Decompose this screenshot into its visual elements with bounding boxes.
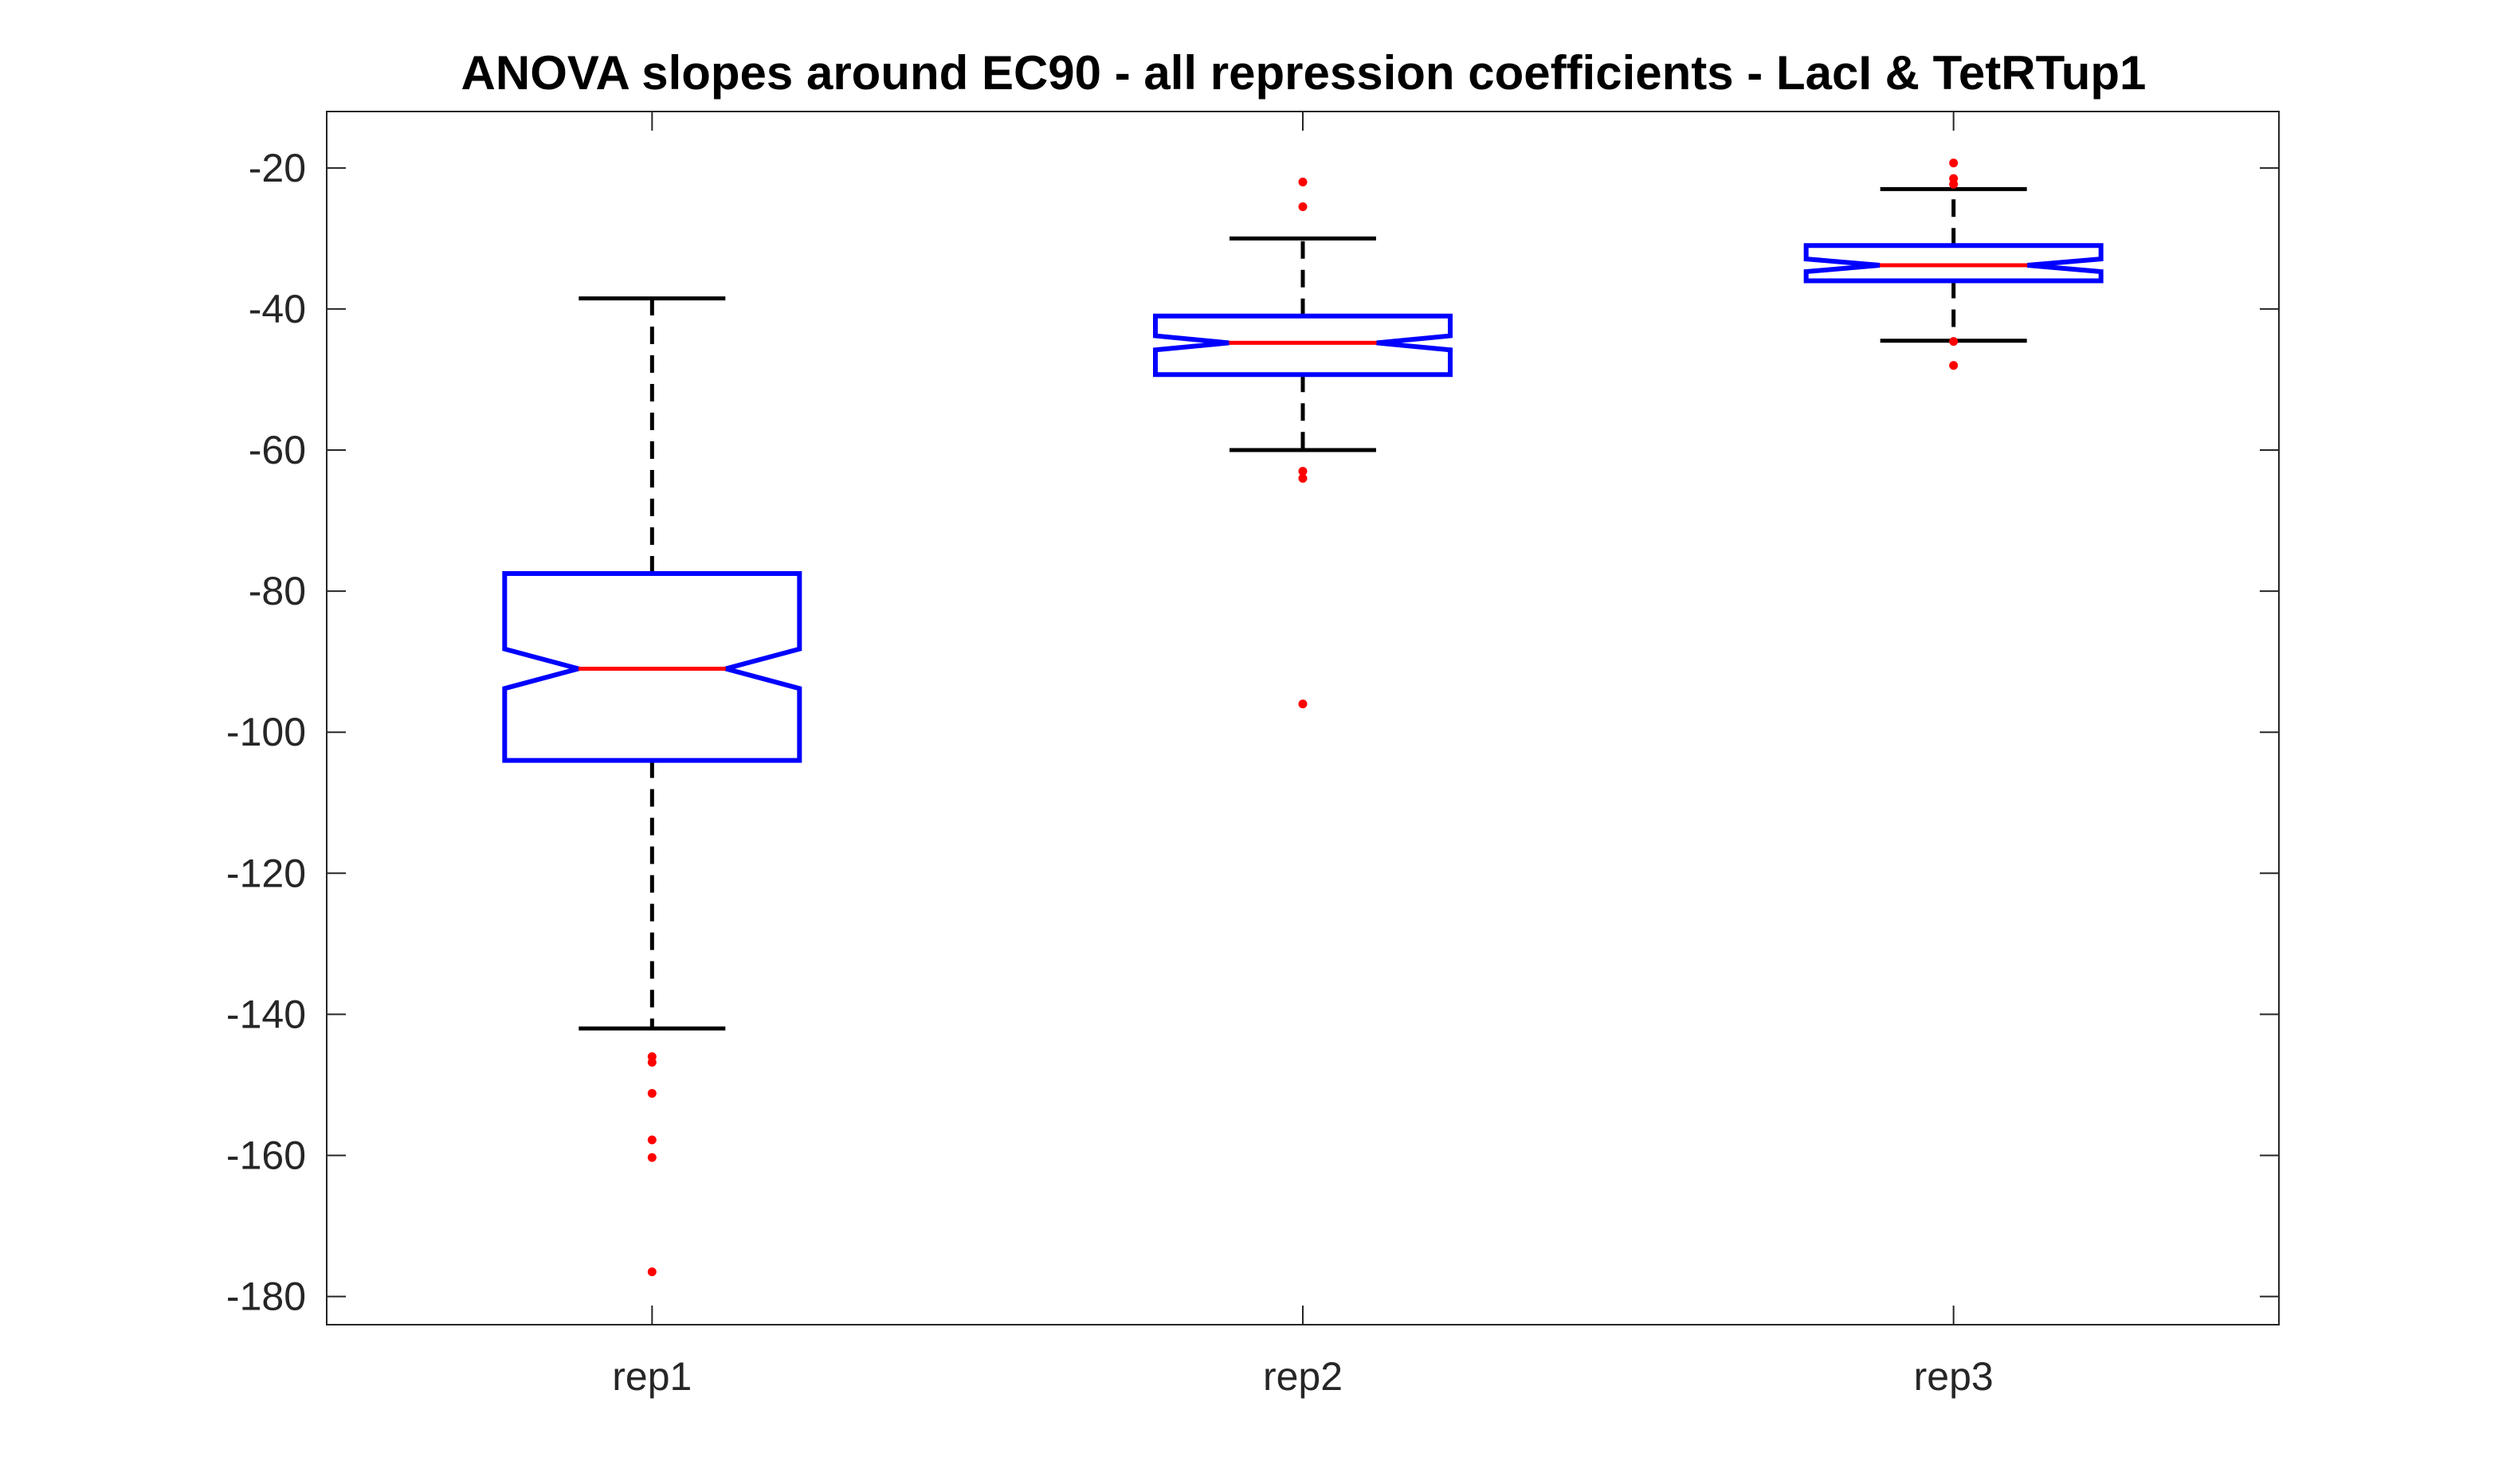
y-tick-label-5: -120 <box>226 851 306 895</box>
y-tick-label-8: -180 <box>226 1275 306 1319</box>
y-tick-label-7: -160 <box>226 1133 306 1177</box>
y-tick-label-2: -60 <box>249 428 306 472</box>
y-tick-label-3: -80 <box>249 569 306 613</box>
box-rep3 <box>1803 159 2104 370</box>
outlier-rep2-2 <box>1298 467 1308 476</box>
outlier-rep2-1 <box>1298 202 1308 212</box>
x-axis: rep1 rep2 rep3 <box>612 112 1994 1399</box>
y-axis: -20 -40 -60 -80 -100 -120 -140 -160 -180 <box>226 146 2279 1319</box>
outlier-rep1-3 <box>647 1135 657 1145</box>
outlier-rep2-4 <box>1298 699 1308 709</box>
outlier-rep3-4 <box>1949 361 1959 370</box>
box-body-rep2 <box>1153 313 1453 378</box>
outlier-rep2-3 <box>1298 473 1308 483</box>
box-body-rep1 <box>502 570 802 763</box>
outlier-rep1-1 <box>647 1058 657 1067</box>
outlier-rep1-2 <box>647 1089 657 1098</box>
y-tick-label-1: -40 <box>249 287 306 331</box>
box-rep1 <box>502 296 802 1277</box>
outlier-rep3-2 <box>1949 179 1959 189</box>
y-tick-label-0: -20 <box>249 146 306 190</box>
box-body-rep3 <box>1803 243 2104 284</box>
outlier-rep1-5 <box>647 1267 657 1277</box>
box-series <box>502 159 2104 1277</box>
y-tick-label-4: -100 <box>226 710 306 754</box>
box-rep2 <box>1153 178 1453 709</box>
x-tick-label-rep2: rep2 <box>1263 1354 1343 1399</box>
y-tick-label-6: -140 <box>226 992 306 1036</box>
x-tick-label-rep3: rep3 <box>1914 1354 1994 1399</box>
outlier-rep1-4 <box>647 1153 657 1162</box>
plot-area-frame <box>326 111 2280 1325</box>
chart-title: ANOVA slopes around EC90 - all repressio… <box>461 46 2147 100</box>
outlier-rep3-0 <box>1949 159 1959 168</box>
x-tick-label-rep1: rep1 <box>612 1354 692 1399</box>
outlier-rep3-3 <box>1949 337 1959 347</box>
outlier-rep2-0 <box>1298 178 1308 187</box>
